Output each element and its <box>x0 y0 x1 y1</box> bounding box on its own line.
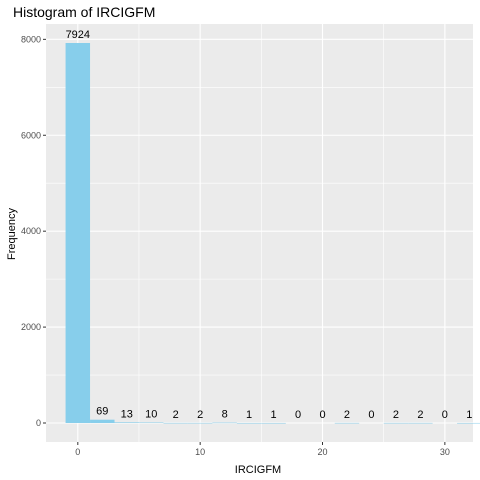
y-axis-title: Frequency <box>6 208 18 260</box>
histogram-bars <box>65 42 480 424</box>
histogram-bar <box>261 422 286 424</box>
bar-count-label: 2 <box>197 409 203 421</box>
bar-count-label: 10 <box>145 409 157 421</box>
histogram-bar <box>457 422 480 424</box>
bar-count-label: 0 <box>319 409 325 421</box>
y-tick-label: 8000 <box>21 34 41 44</box>
histogram-bar <box>114 422 139 424</box>
y-tick-label: 6000 <box>21 130 41 140</box>
bar-count-label: 2 <box>393 409 399 421</box>
plot-panel <box>46 24 473 442</box>
minor-gridlines <box>46 24 473 442</box>
bar-count-label: 1 <box>246 409 252 421</box>
y-tick-label: 4000 <box>21 226 41 236</box>
y-axis: 0 2000 4000 6000 8000 <box>21 34 46 428</box>
x-tick-label: 30 <box>440 447 450 457</box>
histogram-bar <box>65 42 91 424</box>
bar-count-label: 0 <box>442 409 448 421</box>
histogram-bar <box>163 422 188 424</box>
x-tick-label: 0 <box>75 447 80 457</box>
histogram-bar <box>90 419 115 424</box>
histogram-bar <box>236 422 262 424</box>
bar-count-label: 2 <box>173 409 179 421</box>
x-tick-label: 20 <box>318 447 328 457</box>
bar-count-label: 7924 <box>66 29 90 41</box>
y-tick-label: 2000 <box>21 322 41 332</box>
bar-count-label: 0 <box>295 409 301 421</box>
x-axis: 0 10 20 30 <box>75 442 450 457</box>
x-axis-title: IRCIGFM <box>235 464 281 476</box>
chart-title: Histogram of IRCIGFM <box>13 4 155 20</box>
x-tick-label: 10 <box>195 447 205 457</box>
bar-count-label: 1 <box>271 409 277 421</box>
histogram-bar <box>187 422 213 424</box>
histogram-bar <box>138 422 164 424</box>
bar-count-label: 69 <box>96 406 108 418</box>
histogram-bar <box>212 422 237 424</box>
bar-count-label: 1 <box>466 409 472 421</box>
bar-count-label: 8 <box>222 409 228 421</box>
histogram-bar <box>383 422 409 424</box>
y-tick-label: 0 <box>36 418 41 428</box>
bar-count-labels: 792469131022811002022014 <box>66 29 473 421</box>
bar-count-label: 0 <box>368 409 374 421</box>
histogram-bar <box>408 422 433 424</box>
histogram-bar <box>334 422 360 424</box>
bar-count-label: 13 <box>121 408 133 420</box>
bar-count-label: 2 <box>417 409 423 421</box>
bar-count-label: 2 <box>344 409 350 421</box>
